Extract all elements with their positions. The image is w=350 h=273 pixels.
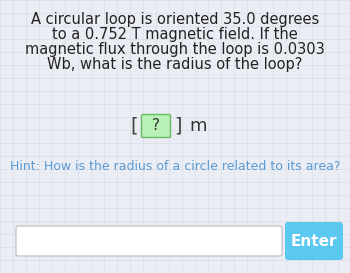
Text: ]: ] [174, 117, 182, 135]
Text: Enter: Enter [291, 233, 337, 248]
Text: m: m [189, 117, 206, 135]
Text: magnetic flux through the loop is 0.0303: magnetic flux through the loop is 0.0303 [25, 42, 325, 57]
FancyBboxPatch shape [141, 114, 170, 138]
Text: to a 0.752 T magnetic field. If the: to a 0.752 T magnetic field. If the [52, 27, 298, 42]
Text: Hint: How is the radius of a circle related to its area?: Hint: How is the radius of a circle rela… [10, 160, 340, 173]
Text: ?: ? [152, 118, 160, 133]
Text: A circular loop is oriented 35.0 degrees: A circular loop is oriented 35.0 degrees [31, 12, 319, 27]
FancyBboxPatch shape [285, 222, 343, 260]
FancyBboxPatch shape [16, 226, 282, 256]
Text: Wb, what is the radius of the loop?: Wb, what is the radius of the loop? [47, 57, 303, 72]
Text: [: [ [131, 117, 138, 135]
